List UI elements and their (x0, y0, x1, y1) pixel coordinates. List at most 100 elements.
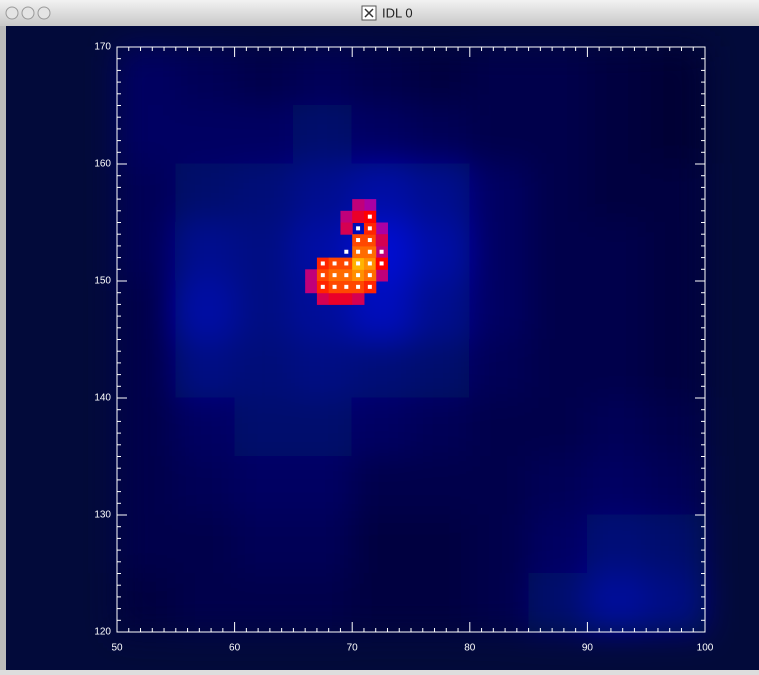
heat-cell (292, 105, 353, 165)
marked-pixel (367, 238, 372, 243)
heat-cell (351, 456, 412, 516)
heat-cell (586, 573, 647, 633)
marked-pixel (320, 273, 325, 278)
marked-pixel (367, 249, 372, 254)
heat-cell (234, 105, 294, 165)
heat-cell (410, 163, 471, 223)
heat-cell (234, 397, 294, 457)
heat-cell (175, 280, 236, 340)
marked-pixel (356, 226, 361, 231)
heat-cell (292, 397, 353, 457)
heat-cell (116, 456, 177, 516)
heat-cell (645, 456, 706, 516)
marked-pixel (332, 261, 337, 266)
heat-cell (175, 339, 236, 399)
hot-cell (375, 222, 388, 235)
heat-cell (116, 46, 177, 106)
heat-cell (234, 339, 294, 399)
hot-cell (352, 210, 365, 223)
marked-pixel (356, 284, 361, 289)
title-bar: IDL 0 (0, 0, 759, 26)
heat-cell (292, 46, 353, 106)
hot-cell (340, 292, 353, 305)
heat-cell (175, 222, 236, 282)
heat-cell (586, 397, 647, 457)
heat-cell (175, 456, 236, 516)
heat-cell (351, 397, 412, 457)
heat-cell (528, 280, 588, 340)
heat-cell (410, 397, 471, 457)
heat-cell (175, 46, 236, 106)
marked-pixel (332, 273, 337, 278)
marked-pixel (320, 261, 325, 266)
heat-cell (410, 456, 471, 516)
heat-cell (116, 280, 177, 340)
hot-cell (305, 269, 318, 282)
heat-cell (528, 222, 588, 282)
heat-cell (586, 514, 647, 574)
heat-cell (586, 163, 647, 223)
heat-cell (351, 339, 412, 399)
heat-cell (116, 573, 177, 633)
hot-cell (352, 292, 365, 305)
heat-cell (469, 222, 530, 282)
x-tick-label: 70 (347, 643, 359, 654)
heat-cell (528, 397, 588, 457)
hot-cell (375, 269, 388, 282)
heat-cell (116, 339, 177, 399)
heat-cell (175, 573, 236, 633)
heat-cell (292, 456, 353, 516)
marked-pixel (344, 284, 349, 289)
heat-cell (586, 339, 647, 399)
heat-cell (645, 339, 706, 399)
heat-cell (469, 573, 530, 633)
x-tick-label: 60 (229, 643, 241, 654)
marked-pixel (332, 284, 337, 289)
heat-cell (528, 573, 588, 633)
heat-cell (469, 46, 530, 106)
heat-cell (116, 222, 177, 282)
heat-cell (528, 163, 588, 223)
marked-pixel (356, 249, 361, 254)
heat-cell (292, 573, 353, 633)
marked-pixel (356, 238, 361, 243)
x-tick-label: 90 (582, 643, 594, 654)
heat-cell (234, 514, 294, 574)
marked-pixel (367, 273, 372, 278)
hot-cell (375, 234, 388, 247)
y-tick-label: 170 (94, 42, 111, 53)
hot-cell (352, 199, 365, 212)
heat-cell (528, 46, 588, 106)
marked-pixel (344, 261, 349, 266)
marked-pixel (367, 226, 372, 231)
heat-cell (528, 105, 588, 165)
heat-cell (410, 339, 471, 399)
marked-pixel (356, 273, 361, 278)
hot-cell (316, 292, 330, 305)
heat-cell (410, 280, 471, 340)
heat-cell (469, 514, 530, 574)
zoom-button[interactable] (37, 6, 51, 20)
close-button[interactable] (5, 6, 19, 20)
heat-cell (586, 456, 647, 516)
hot-cell (328, 292, 341, 305)
heat-cell (645, 46, 706, 106)
minimize-button[interactable] (21, 6, 35, 20)
heat-cell (234, 163, 294, 223)
window-title: IDL 0 (382, 5, 413, 20)
heat-cell (410, 222, 471, 282)
heat-cell (645, 222, 706, 282)
heat-cell (175, 163, 236, 223)
heat-cell (469, 456, 530, 516)
heat-cell (528, 339, 588, 399)
heat-cell (469, 339, 530, 399)
heat-cell (528, 456, 588, 516)
heat-cell (234, 456, 294, 516)
heat-cell (116, 514, 177, 574)
heat-cell (351, 573, 412, 633)
heat-cell (469, 105, 530, 165)
heat-cell (469, 280, 530, 340)
heat-cell (351, 46, 412, 106)
heat-cell (586, 105, 647, 165)
